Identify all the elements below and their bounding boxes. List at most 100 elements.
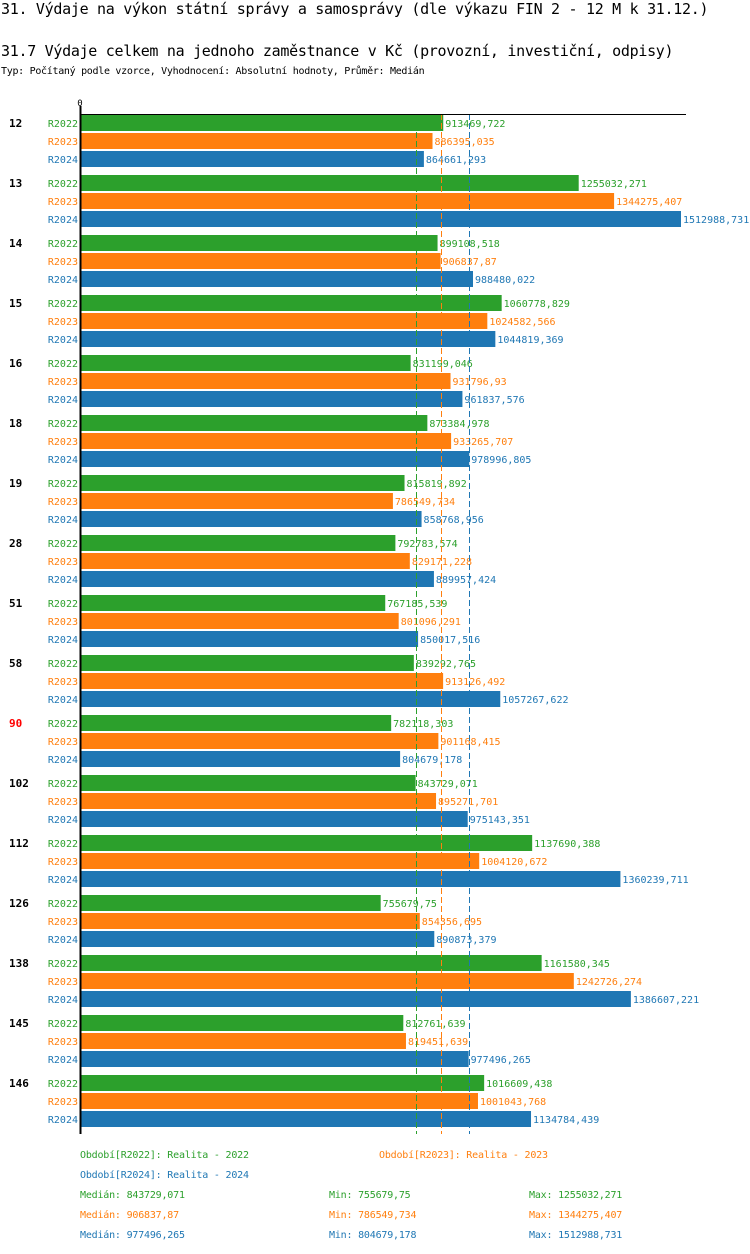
bar xyxy=(81,415,428,431)
value-label: 831199,046 xyxy=(413,359,473,370)
value-label: 1060778,829 xyxy=(504,299,570,310)
series-label: R2024 xyxy=(48,335,78,346)
series-label: R2023 xyxy=(48,797,78,808)
bar xyxy=(81,253,441,269)
series-label: R2022 xyxy=(48,539,78,550)
value-label: 1024582,566 xyxy=(489,317,555,328)
bar xyxy=(81,295,502,311)
value-label: 1512988,731 xyxy=(683,215,749,226)
bar xyxy=(81,571,434,587)
value-label: 792783,574 xyxy=(397,539,457,550)
value-label: 815819,892 xyxy=(407,479,467,490)
bar xyxy=(81,1075,485,1091)
value-label: 988480,022 xyxy=(475,275,535,286)
legend-period-r2024: Období[R2024]: Realita - 2024 xyxy=(80,1170,249,1181)
value-label: 829171,228 xyxy=(412,557,472,568)
series-label: R2022 xyxy=(48,659,78,670)
value-label: 801096,291 xyxy=(401,617,461,628)
bar xyxy=(81,613,399,629)
value-label: 978996,805 xyxy=(471,455,531,466)
series-label: R2024 xyxy=(48,695,78,706)
bar xyxy=(81,853,480,869)
bar xyxy=(81,931,435,947)
legend-median-r2024: Medián: 977496,265 xyxy=(80,1230,185,1241)
legend-period-r2022: Období[R2022]: Realita - 2022 xyxy=(80,1150,249,1161)
category-label: 28 xyxy=(9,537,22,550)
series-label: R2023 xyxy=(48,497,78,508)
value-label: 812761,639 xyxy=(405,1019,465,1030)
series-label: R2024 xyxy=(48,395,78,406)
series-label: R2023 xyxy=(48,257,78,268)
value-label: 913469,722 xyxy=(445,119,505,130)
bar xyxy=(81,1015,404,1031)
series-label: R2024 xyxy=(48,815,78,826)
category-label: 112 xyxy=(9,837,29,850)
series-label: R2022 xyxy=(48,1079,78,1090)
bar xyxy=(81,673,444,689)
value-label: 1344275,407 xyxy=(616,197,682,208)
value-label: 901168,415 xyxy=(440,737,500,748)
bar xyxy=(81,511,422,527)
bar xyxy=(81,433,452,449)
bar xyxy=(81,133,433,149)
category-label: 51 xyxy=(9,597,23,610)
series-label: R2023 xyxy=(48,377,78,388)
category-label: 18 xyxy=(9,417,22,430)
series-label: R2023 xyxy=(48,977,78,988)
legend-min-r2023: Min: 786549,734 xyxy=(329,1210,417,1221)
series-label: R2022 xyxy=(48,779,78,790)
legend-max-r2023: Max: 1344275,407 xyxy=(529,1210,623,1221)
value-label: 1004120,672 xyxy=(481,857,547,868)
value-label: 890873,379 xyxy=(436,935,496,946)
bar xyxy=(81,811,468,827)
category-label: 15 xyxy=(9,297,22,310)
bar xyxy=(81,535,396,551)
series-label: R2024 xyxy=(48,1115,78,1126)
bar xyxy=(81,475,405,491)
bar xyxy=(81,151,424,167)
bar xyxy=(81,595,386,611)
series-label: R2023 xyxy=(48,677,78,688)
value-label: 1001043,768 xyxy=(480,1097,546,1108)
legend-period-r2023: Období[R2023]: Realita - 2023 xyxy=(379,1150,548,1161)
series-label: R2023 xyxy=(48,317,78,328)
category-label: 146 xyxy=(9,1077,29,1090)
value-label: 886395,035 xyxy=(435,137,495,148)
series-label: R2024 xyxy=(48,875,78,886)
category-label: 138 xyxy=(9,957,29,970)
chart-info: Typ: Počítaný podle vzorce, Vyhodnocení:… xyxy=(1,66,425,77)
bar xyxy=(81,655,414,671)
series-label: R2022 xyxy=(48,899,78,910)
bar xyxy=(81,955,542,971)
series-label: R2023 xyxy=(48,617,78,628)
series-label: R2023 xyxy=(48,857,78,868)
series-label: R2024 xyxy=(48,935,78,946)
series-label: R2023 xyxy=(48,137,78,148)
bar xyxy=(81,895,381,911)
category-label: 58 xyxy=(9,657,22,670)
series-label: R2023 xyxy=(48,197,78,208)
bar xyxy=(81,115,444,131)
chart-title: 31.7 Výdaje celkem na jednoho zaměstnanc… xyxy=(1,42,674,60)
series-label: R2024 xyxy=(48,215,78,226)
series-label: R2024 xyxy=(48,575,78,586)
value-label: 1044819,369 xyxy=(497,335,563,346)
bar xyxy=(81,553,410,569)
series-label: R2023 xyxy=(48,737,78,748)
value-label: 864661,293 xyxy=(426,155,486,166)
bar xyxy=(81,373,451,389)
category-label: 102 xyxy=(9,777,29,790)
bar xyxy=(81,991,631,1007)
value-label: 975143,351 xyxy=(470,815,530,826)
bar xyxy=(81,193,615,209)
series-label: R2022 xyxy=(48,599,78,610)
category-label: 14 xyxy=(9,237,23,250)
bar xyxy=(81,733,439,749)
category-label: 126 xyxy=(9,897,29,910)
series-label: R2022 xyxy=(48,419,78,430)
series-label: R2022 xyxy=(48,719,78,730)
legend-median-r2023: Medián: 906837,87 xyxy=(80,1210,179,1221)
category-label: 145 xyxy=(9,1017,29,1030)
bar xyxy=(81,451,470,467)
value-label: 819451,639 xyxy=(408,1037,468,1048)
